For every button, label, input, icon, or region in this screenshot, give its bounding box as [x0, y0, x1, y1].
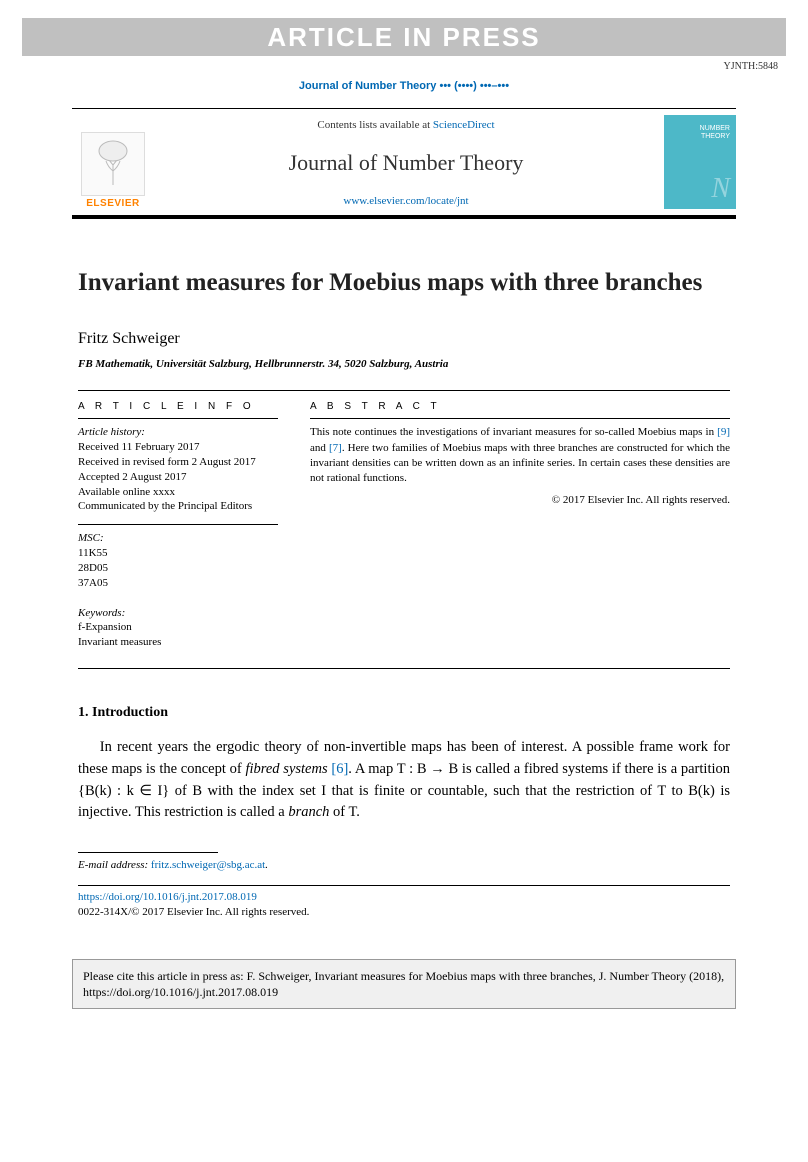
email-label: E-mail address:: [78, 859, 151, 871]
abstract-label: A B S T R A C T: [310, 395, 730, 418]
contents-prefix: Contents lists available at: [317, 119, 432, 131]
article-info-column: A R T I C L E I N F O Article history: R…: [78, 395, 278, 660]
doi-block: https://doi.org/10.1016/j.jnt.2017.08.01…: [78, 885, 730, 921]
abstract-text: This note continues the investigations o…: [310, 418, 730, 514]
doi-link[interactable]: https://doi.org/10.1016/j.jnt.2017.08.01…: [78, 890, 730, 905]
masthead-center: Contents lists available at ScienceDirec…: [154, 109, 658, 215]
info-abstract-row: A R T I C L E I N F O Article history: R…: [78, 395, 730, 660]
divider: [78, 390, 730, 391]
press-banner: ARTICLE IN PRESS YJNTH:5848: [22, 18, 786, 56]
email-address[interactable]: fritz.schweiger@sbg.ac.at: [151, 859, 265, 871]
ref-link[interactable]: [9]: [717, 426, 730, 438]
history-item: Communicated by the Principal Editors: [78, 499, 278, 514]
citation-box: Please cite this article in press as: F.…: [72, 959, 736, 1009]
cover-n-icon: N: [711, 173, 730, 205]
abstract-copyright: © 2017 Elsevier Inc. All rights reserved…: [310, 493, 730, 508]
journal-url[interactable]: www.elsevier.com/locate/jnt: [162, 195, 650, 207]
keyword: f-Expansion: [78, 620, 278, 635]
msc-heading: MSC:: [78, 531, 278, 546]
article-title: Invariant measures for Moebius maps with…: [78, 267, 730, 298]
history-item: Received 11 February 2017: [78, 440, 278, 455]
text: of T.: [329, 804, 359, 820]
abstract-part: and: [310, 442, 329, 454]
abstract-part: This note continues the investigations o…: [310, 426, 717, 438]
rights-line: 0022-314X/© 2017 Elsevier Inc. All right…: [78, 905, 730, 920]
divider: [78, 668, 730, 669]
keyword: Invariant measures: [78, 635, 278, 650]
abstract-column: A B S T R A C T This note continues the …: [310, 395, 730, 660]
journal-cover-thumb: NUMBER THEORY N: [664, 115, 736, 209]
abstract-part: . Here two families of Moebius maps with…: [310, 442, 730, 485]
journal-title: Journal of Number Theory: [162, 150, 650, 176]
ref-link[interactable]: [7]: [329, 442, 342, 454]
italic-term: fibred systems: [245, 761, 327, 777]
article-content: Invariant measures for Moebius maps with…: [0, 219, 808, 941]
history-heading: Article history:: [78, 425, 278, 440]
elsevier-label: ELSEVIER: [86, 198, 139, 209]
sciencedirect-link[interactable]: ScienceDirect: [433, 119, 495, 131]
intro-paragraph: In recent years the ergodic theory of no…: [78, 737, 730, 824]
history-item: Received in revised form 2 August 2017: [78, 455, 278, 470]
ref-link[interactable]: [6]: [331, 761, 348, 777]
msc-code: 28D05: [78, 561, 278, 576]
contents-line: Contents lists available at ScienceDirec…: [162, 119, 650, 131]
article-code: YJNTH:5848: [724, 61, 778, 72]
email-line: E-mail address: fritz.schweiger@sbg.ac.a…: [78, 859, 730, 871]
info-label: A R T I C L E I N F O: [78, 395, 278, 418]
history-item: Available online xxxx: [78, 485, 278, 500]
history-block: Article history: Received 11 February 20…: [78, 418, 278, 524]
msc-code: 37A05: [78, 576, 278, 591]
keywords-heading: Keywords:: [78, 606, 278, 621]
msc-block: MSC: 11K55 28D05 37A05 Keywords: f-Expan…: [78, 524, 278, 660]
italic-term: branch: [288, 804, 329, 820]
msc-code: 11K55: [78, 546, 278, 561]
elsevier-logo: ELSEVIER: [72, 109, 154, 215]
history-item: Accepted 2 August 2017: [78, 470, 278, 485]
section-heading: 1. Introduction: [78, 705, 730, 721]
page: ARTICLE IN PRESS YJNTH:5848 Journal of N…: [0, 18, 808, 1009]
cover-thumb-title: NUMBER THEORY: [670, 125, 730, 140]
masthead: ELSEVIER Contents lists available at Sci…: [72, 108, 736, 219]
banner-text: ARTICLE IN PRESS: [267, 22, 540, 53]
author-name: Fritz Schweiger: [78, 330, 730, 348]
elsevier-tree-icon: [81, 132, 145, 196]
journal-reference: Journal of Number Theory ••• (••••) •••–…: [0, 80, 808, 92]
affiliation: FB Mathematik, Universität Salzburg, Hel…: [78, 358, 730, 370]
footnote-divider: [78, 852, 218, 853]
